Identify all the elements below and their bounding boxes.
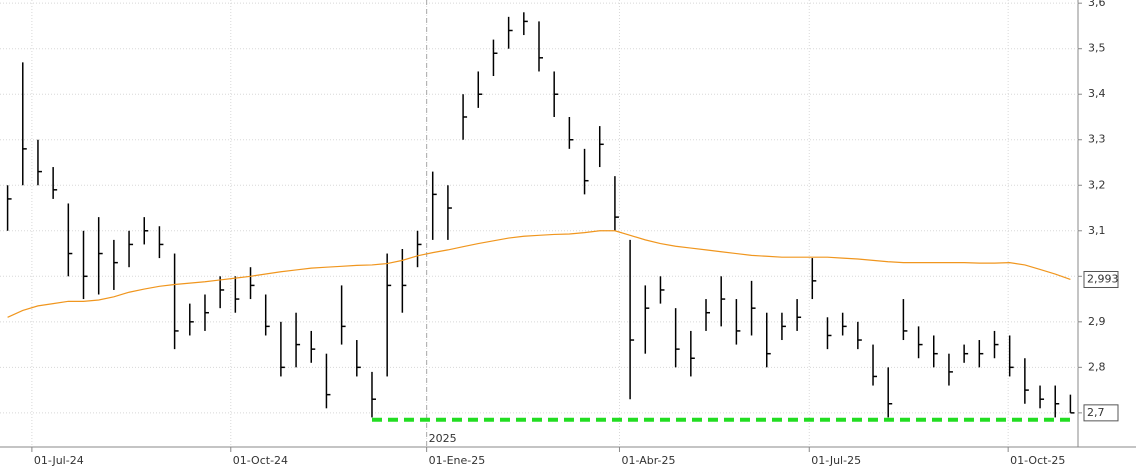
y-tick-label: 3,2: [1088, 178, 1106, 191]
x-tick-label: 01-Jul-25: [811, 454, 861, 467]
x-tick-label: 01-Oct-24: [233, 454, 288, 467]
x-tick-label: 01-Oct-25: [1010, 454, 1065, 467]
y-tick-label: 2,9: [1088, 315, 1106, 328]
moving-average: [7, 230, 1071, 318]
x-tick-label: 01-Jul-24: [34, 454, 84, 467]
y-tick-label: 3,6: [1088, 0, 1106, 9]
last-value-box: [1083, 270, 1119, 288]
y-tick-label: 3,4: [1088, 87, 1106, 100]
y-tick-label: 3,5: [1088, 42, 1106, 55]
year-label: 2025: [429, 432, 457, 445]
y-tick-label: 3,1: [1088, 224, 1106, 237]
y-tick-label: 2,8: [1088, 360, 1106, 373]
x-tick-label: 01-Abr-25: [621, 454, 675, 467]
x-tick-label: 01-Ene-25: [429, 454, 486, 467]
y-tick-label: 3,3: [1088, 133, 1106, 146]
last-value-label: 2,993: [1087, 272, 1119, 285]
last-value-box: [1083, 404, 1119, 422]
last-value-label: 2,7: [1087, 406, 1105, 419]
